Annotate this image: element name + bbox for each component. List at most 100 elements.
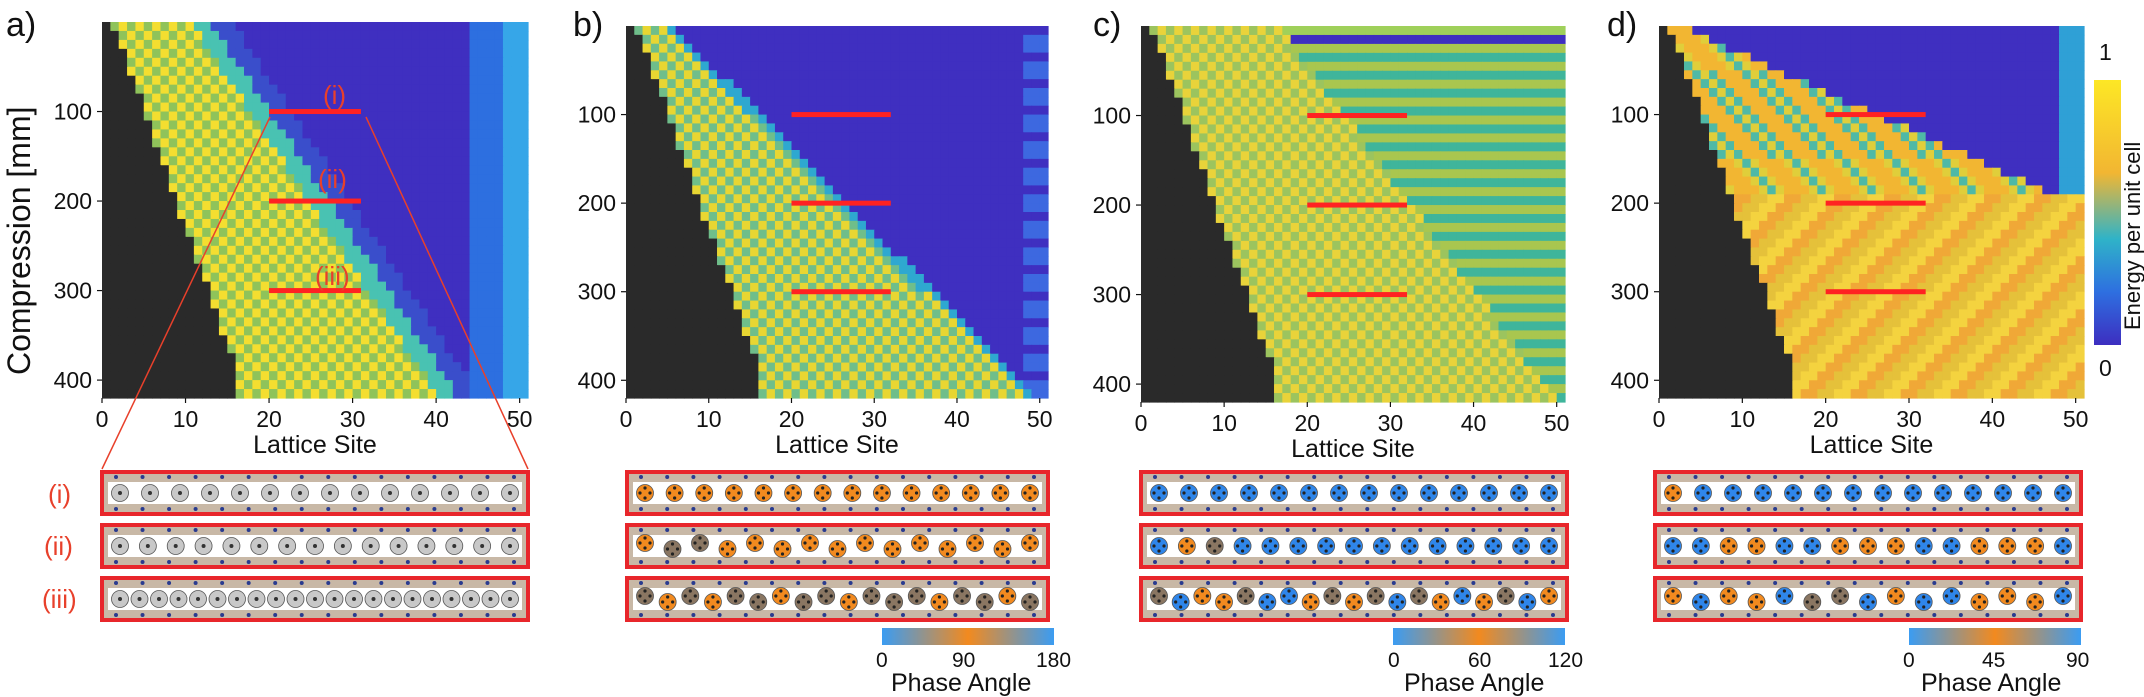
heatmap-cell — [461, 290, 471, 301]
heatmap-cell — [1031, 362, 1041, 373]
heatmap-cell — [998, 194, 1008, 204]
heatmap-cell — [277, 165, 287, 175]
heatmap-cell — [177, 183, 187, 193]
heatmap-cell — [210, 147, 220, 157]
heatmap-cell — [1382, 79, 1392, 90]
heatmap-cell — [667, 238, 677, 249]
heatmap-cell — [310, 227, 320, 238]
heatmap-cell — [227, 371, 237, 381]
heatmap-cell — [857, 380, 867, 390]
heatmap-cell — [923, 79, 933, 89]
heatmap-cell — [377, 210, 387, 220]
heatmap-cell — [394, 192, 404, 202]
heatmap-cell — [277, 138, 287, 148]
heatmap-cell — [1190, 52, 1200, 63]
heatmap-cell — [519, 156, 529, 166]
heatmap-cell — [990, 291, 999, 302]
heatmap-cell — [519, 93, 529, 104]
heatmap-cell — [841, 132, 851, 142]
heatmap-cell — [1224, 70, 1234, 81]
heatmap-cell — [1265, 61, 1275, 72]
heatmap-cell — [427, 236, 437, 247]
heatmap-cell — [477, 326, 487, 336]
heatmap-cell — [335, 281, 345, 292]
heatmap-cell — [344, 93, 354, 104]
heatmap-cell — [319, 272, 329, 283]
heatmap-cell — [626, 362, 635, 373]
heatmap-cell — [923, 26, 933, 36]
heatmap-cell — [360, 326, 370, 336]
heatmap-cell — [193, 30, 203, 41]
heatmap-cell — [841, 26, 851, 36]
heatmap-cell — [766, 247, 776, 257]
heatmap-cell — [394, 326, 404, 336]
heatmap-cell — [269, 299, 279, 310]
heatmap-cell — [135, 66, 145, 77]
heatmap-cell — [1014, 105, 1024, 116]
heatmap-cell — [1274, 79, 1283, 90]
heatmap-cell — [1373, 115, 1383, 126]
heatmap-cell — [1249, 52, 1258, 63]
heatmap-cell — [791, 212, 801, 222]
heatmap-cell — [269, 30, 279, 41]
heatmap-cell — [733, 256, 743, 266]
heatmap-cell — [857, 194, 867, 204]
heatmap-cell — [461, 174, 471, 184]
heatmap-cell — [1440, 97, 1450, 108]
heatmap-cell — [882, 300, 892, 311]
heatmap-cell — [360, 183, 370, 193]
heatmap-cell — [750, 309, 759, 319]
heatmap-cell — [783, 336, 793, 346]
heatmap-cell — [783, 238, 793, 249]
heatmap-cell — [841, 229, 851, 240]
heatmap-cell — [899, 43, 908, 54]
heatmap-cell — [808, 52, 817, 63]
heatmap-cell — [1006, 353, 1016, 364]
heatmap-cell — [1149, 124, 1159, 135]
heatmap-cell — [352, 111, 362, 122]
heatmap-cell — [227, 299, 237, 310]
heatmap-cell — [965, 105, 975, 116]
heatmap-cell — [683, 34, 693, 45]
heatmap-cell — [444, 227, 454, 238]
heatmap-cell — [882, 282, 892, 293]
heatmap-cell — [252, 93, 262, 104]
heatmap-cell — [1523, 133, 1533, 143]
heatmap-cell — [816, 380, 826, 390]
heatmap-cell — [202, 192, 212, 202]
heatmap-cell — [185, 335, 195, 345]
heatmap-cell — [127, 299, 137, 310]
heatmap-cell — [824, 150, 834, 160]
heatmap-cell — [386, 335, 395, 345]
heatmap-cell — [252, 299, 262, 310]
heatmap-cell — [642, 380, 652, 390]
heatmap-cell — [452, 344, 462, 354]
heatmap-cell — [973, 344, 983, 355]
heatmap-cell — [667, 256, 677, 266]
heatmap-cell — [310, 30, 320, 41]
heatmap-cell — [899, 79, 908, 89]
heatmap-cell — [344, 389, 354, 399]
heatmap-cell — [1174, 124, 1184, 135]
heatmap-cell — [352, 335, 362, 345]
heatmap-cell — [1440, 115, 1450, 126]
heatmap-cell — [1506, 97, 1516, 108]
heatmap-cell — [1365, 26, 1375, 36]
heatmap-cell — [948, 43, 958, 54]
heatmap-cell — [890, 96, 900, 107]
heatmap-cell — [1199, 70, 1209, 81]
heatmap-cell — [907, 327, 917, 337]
heatmap-cell — [1332, 34, 1342, 45]
heatmap-cell — [733, 61, 743, 71]
heatmap-cell — [269, 272, 279, 283]
heatmap-cell — [193, 48, 203, 59]
heatmap-cell — [377, 48, 387, 59]
heatmap-cell — [235, 48, 245, 59]
heatmap-cell — [269, 389, 279, 399]
heatmap-cell — [725, 371, 735, 381]
heatmap-cell — [915, 203, 925, 213]
heatmap-cell — [642, 327, 652, 337]
heatmap-cell — [135, 84, 145, 95]
heatmap-cell — [882, 371, 892, 381]
heatmap-cell — [1014, 220, 1024, 231]
